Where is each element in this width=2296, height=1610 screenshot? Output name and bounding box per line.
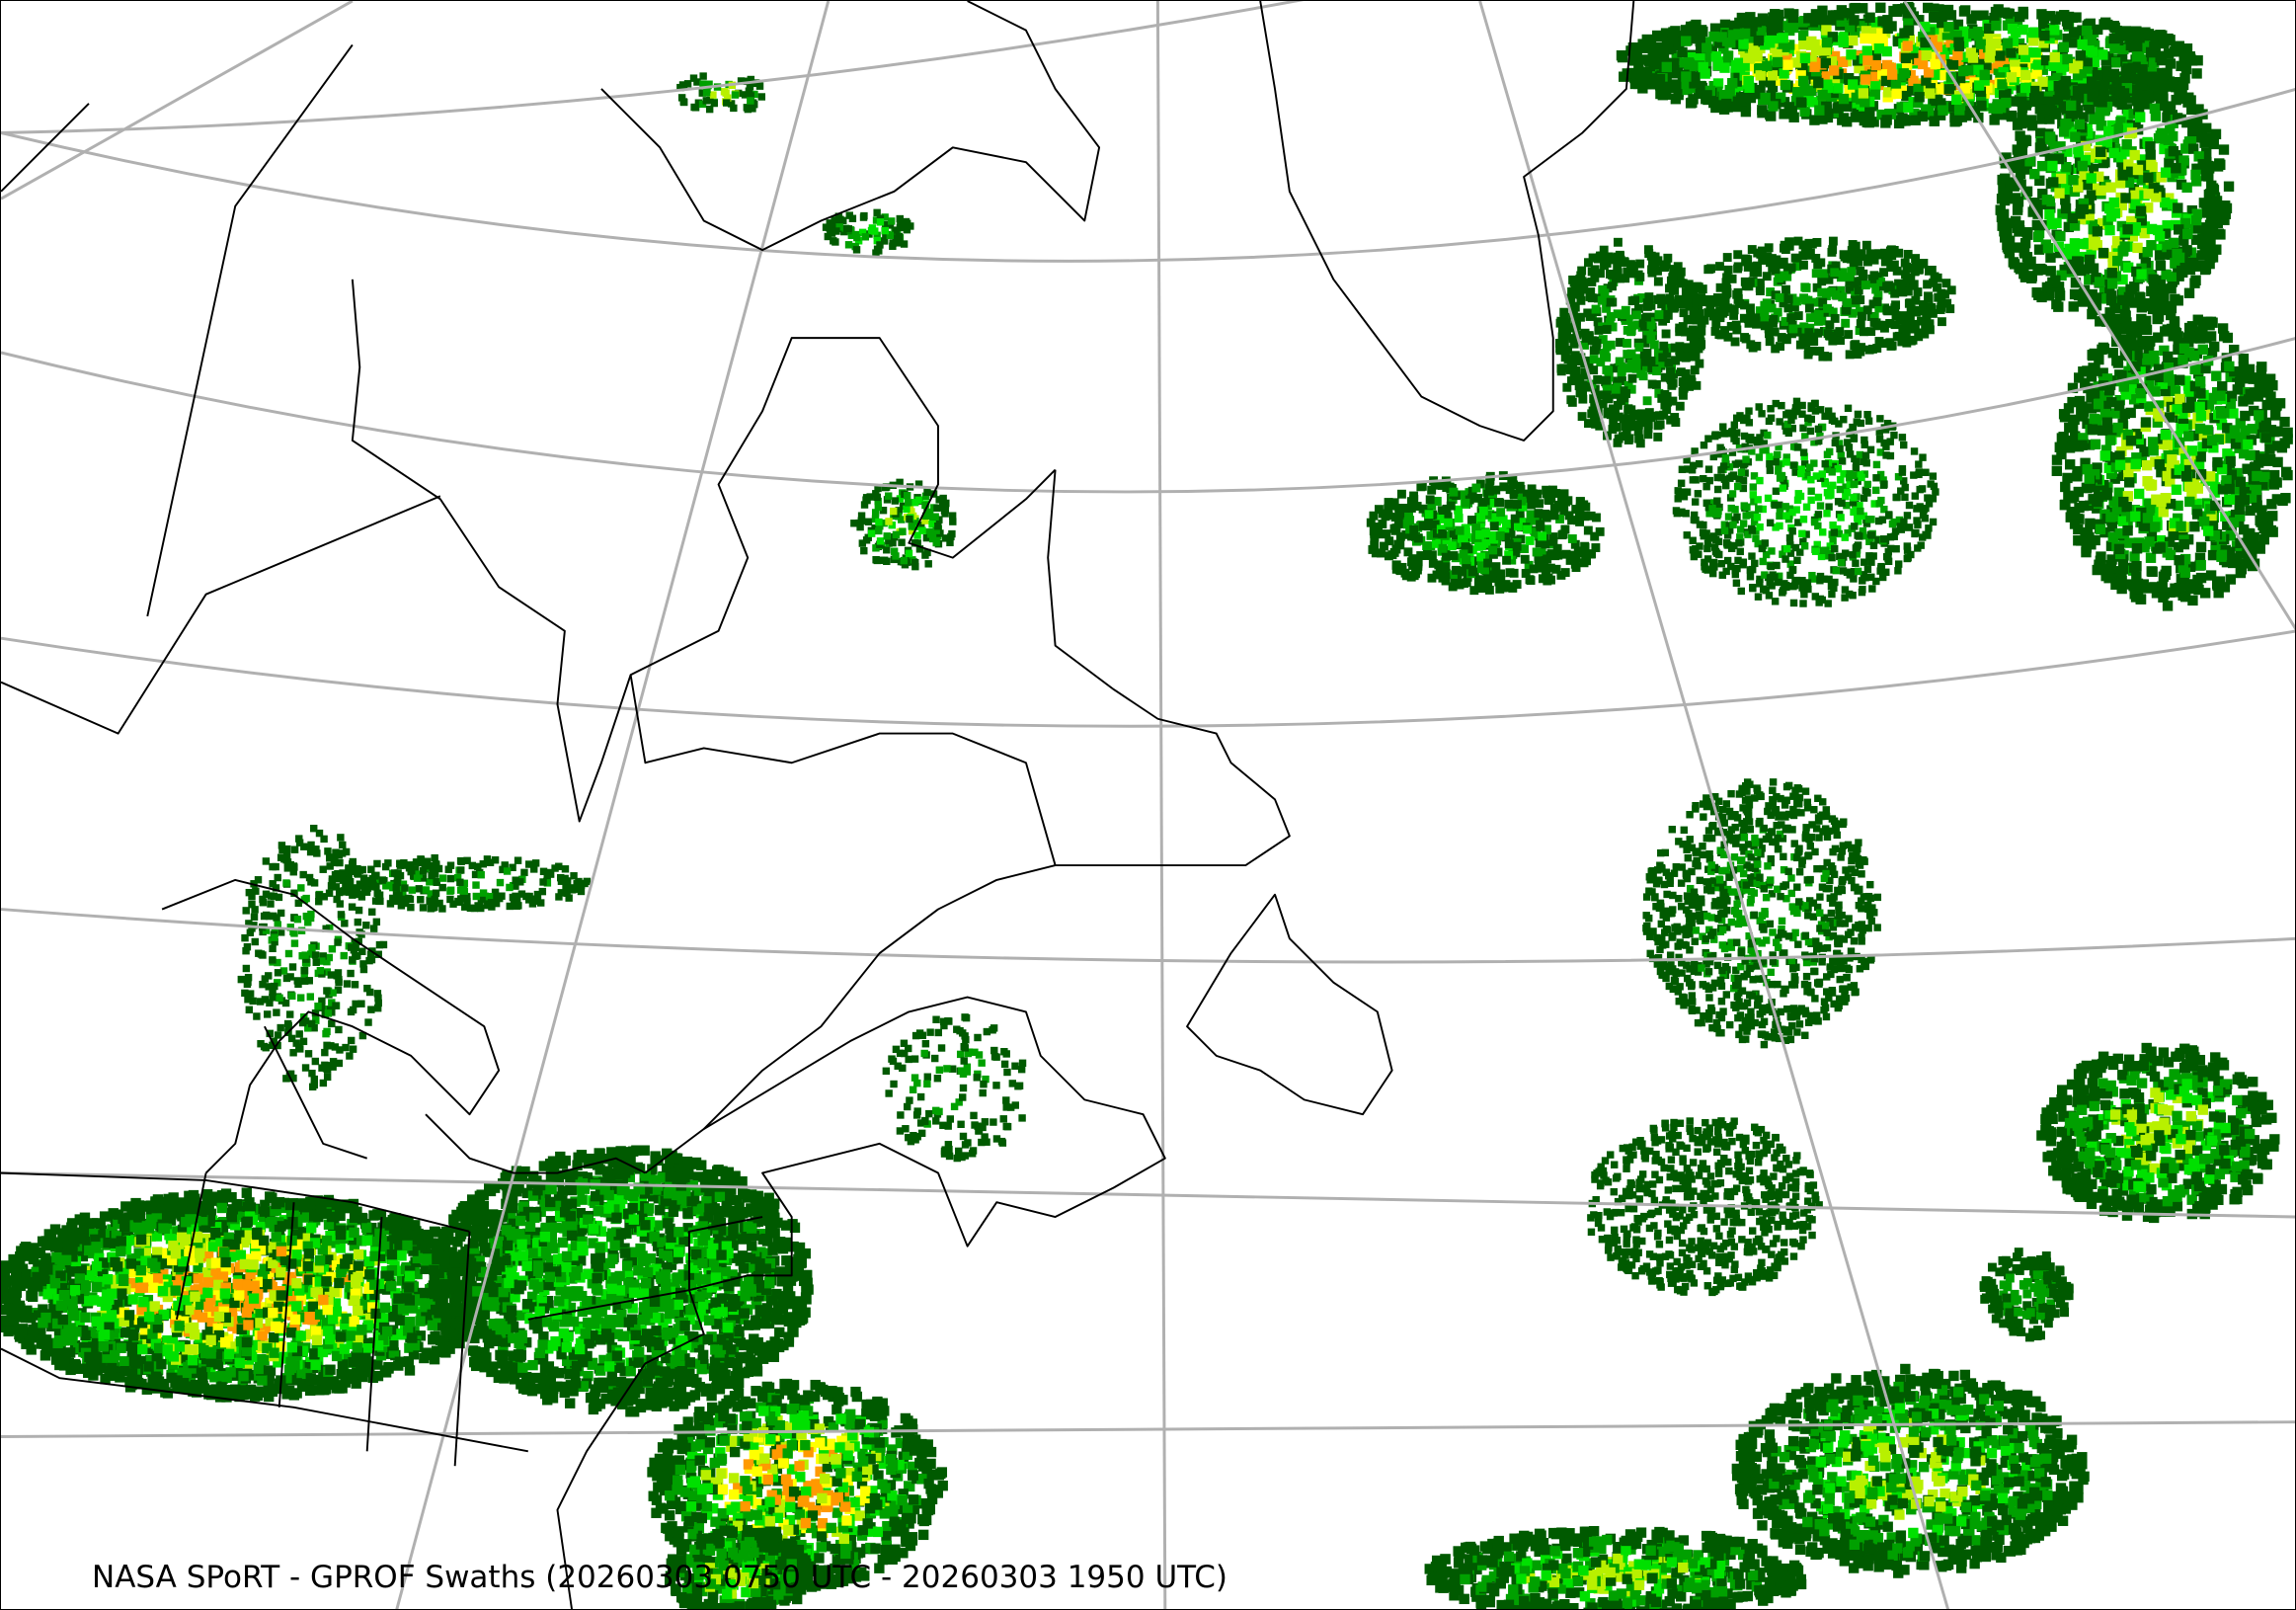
precip-cell — [237, 824, 388, 1091]
precip-cell — [1366, 471, 1605, 596]
precip-cell — [1554, 237, 1706, 448]
precip-cell — [327, 853, 592, 913]
precip-cell — [1616, 1, 2203, 129]
longitude-line — [1903, 1, 2295, 631]
precip-cell — [664, 1524, 817, 1609]
latitude-line — [1, 1, 1305, 134]
longitude-line — [395, 1, 831, 1609]
great-lakes-coast — [161, 878, 646, 1174]
precip-cell — [1, 1187, 495, 1403]
precip-cell — [429, 1145, 814, 1417]
precip-cell — [2051, 309, 2293, 611]
longitude-line — [1155, 1, 1167, 1609]
us-east-coast — [556, 1289, 705, 1609]
latitude-line — [1, 337, 2295, 494]
coastlines — [1, 1, 1635, 1609]
precip-cell — [1689, 236, 1956, 362]
precip-cell — [1424, 1525, 1807, 1609]
precip-cell — [1979, 1248, 2074, 1342]
us-state-borders — [175, 1172, 763, 1467]
precip-cell — [1731, 1363, 2090, 1578]
baffin-coast — [600, 1, 1101, 252]
longitude-line — [1478, 1, 1950, 1609]
latitude-line — [1, 1171, 2295, 1219]
latitude-line — [1, 88, 2295, 263]
precip-cell — [676, 72, 766, 114]
precip-cell — [882, 1013, 1027, 1163]
precip-cell — [850, 478, 957, 571]
latitude-line — [1, 1420, 2295, 1438]
longitude-line — [1, 1, 354, 201]
precip-cell — [2036, 1042, 2280, 1224]
newfoundland-coast — [1186, 893, 1393, 1116]
precip-cell — [1587, 1117, 1823, 1297]
precip-cell — [1995, 62, 2235, 333]
hudson-bay-coast — [351, 279, 1057, 823]
precip-cell — [822, 208, 914, 257]
latitude-line — [1, 908, 2295, 964]
labrador-coast — [1047, 469, 1291, 867]
precip-cell — [1642, 778, 1882, 1049]
precip-cell — [1672, 397, 1940, 607]
latitude-line — [1, 629, 2295, 728]
map-caption: NASA SPoRT - GPROF Swaths (20260303 0750… — [92, 1560, 1227, 1595]
quebec-coast — [629, 675, 1057, 1174]
country-borders — [1, 43, 528, 1453]
gulf-stlawrence-coast — [688, 996, 1166, 1292]
greenland-coast — [1259, 1, 1635, 442]
